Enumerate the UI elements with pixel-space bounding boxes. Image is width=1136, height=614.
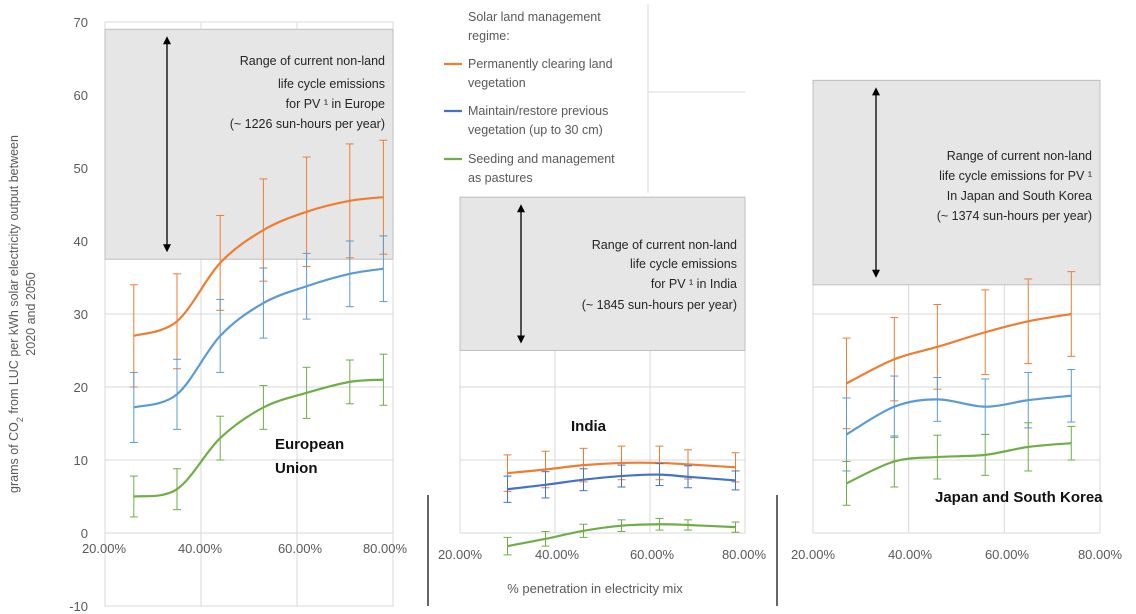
x-tick-label: 80.00% (363, 541, 408, 556)
range-band (104, 28, 394, 260)
range-annotation: life cycle emissions (630, 257, 737, 271)
y-tick-label: 40 (74, 234, 88, 249)
series-line (845, 394, 1072, 436)
arrow-head-up (517, 204, 525, 213)
region-label: Union (275, 460, 318, 477)
range-annotation: for PV ¹ in Europe (286, 97, 385, 111)
range-annotation: (~ 1226 sun-hours per year) (230, 117, 385, 131)
x-tick-label: 40.00% (888, 547, 933, 562)
series-line (846, 442, 1072, 485)
x-tick-label: 20.00% (82, 541, 127, 556)
range-annotation: life cycle emissions for PV ¹ (939, 169, 1092, 183)
legend-entry: Permanently clearing land (468, 57, 613, 71)
region-label: India (571, 418, 607, 435)
y-tick-label: 20 (74, 380, 88, 395)
y-axis-label-line2: 2020 and 2050 (24, 272, 38, 355)
arrow-head-up (163, 36, 171, 45)
legend-title: Solar land management (468, 10, 601, 24)
region-label: European (275, 436, 344, 453)
range-annotation: In Japan and South Korea (947, 189, 1092, 203)
range-annotation: life cycle emissions (278, 77, 385, 91)
series-line (845, 312, 1072, 385)
y-tick-label: 70 (74, 15, 88, 30)
x-tick-label: 40.00% (178, 541, 223, 556)
legend-background (460, 4, 745, 194)
x-tick-label: 40.00% (535, 547, 580, 562)
range-annotation: Range of current non-land (947, 149, 1092, 163)
legend-entry: Seeding and management (468, 152, 615, 166)
y-tick-label: 0 (81, 526, 88, 541)
arrow-head-down (517, 335, 525, 344)
y-tick-label: 10 (74, 453, 88, 468)
legend-title: regime: (468, 29, 510, 43)
range-annotation: (~ 1845 sun-hours per year) (582, 298, 737, 312)
range-annotation: (~ 1374 sun-hours per year) (937, 209, 1092, 223)
range-annotation: Range of current non-land (240, 54, 385, 68)
legend-entry: vegetation (468, 76, 526, 90)
legend-entry: Maintain/restore previous (468, 104, 608, 118)
legend: Solar land management regime: Permanently … (444, 4, 745, 194)
range-band (812, 79, 1101, 286)
x-tick-label: 20.00% (438, 547, 483, 562)
y-tick-label: 60 (74, 88, 88, 103)
x-tick-label: 60.00% (278, 541, 323, 556)
legend-entry: as pastures (468, 171, 533, 185)
y-axis-label: grams of CO2 from LUC per kWh solar elec… (7, 135, 25, 493)
legend-entry: vegetation (up to 30 cm) (468, 123, 603, 137)
range-annotation: Range of current non-land (592, 238, 737, 252)
x-tick-label: 20.00% (791, 547, 836, 562)
range-band (459, 196, 746, 351)
arrow-head-up (872, 87, 880, 96)
range-annotation: for PV ¹ in India (651, 277, 737, 291)
arrow-head-down (872, 269, 880, 278)
x-tick-label: 80.00% (1078, 547, 1123, 562)
arrow-head-down (163, 244, 171, 253)
region-label: Japan and South Korea (935, 489, 1103, 506)
x-tick-label: 80.00% (722, 547, 767, 562)
x-tick-label: 60.00% (630, 547, 675, 562)
y-tick-label: 30 (74, 307, 88, 322)
y-tick-label: -10 (69, 599, 88, 614)
y-tick-label: 50 (74, 161, 88, 176)
x-tick-label: 60.00% (985, 547, 1030, 562)
x-axis-label: % penetration in electricity mix (507, 581, 683, 596)
